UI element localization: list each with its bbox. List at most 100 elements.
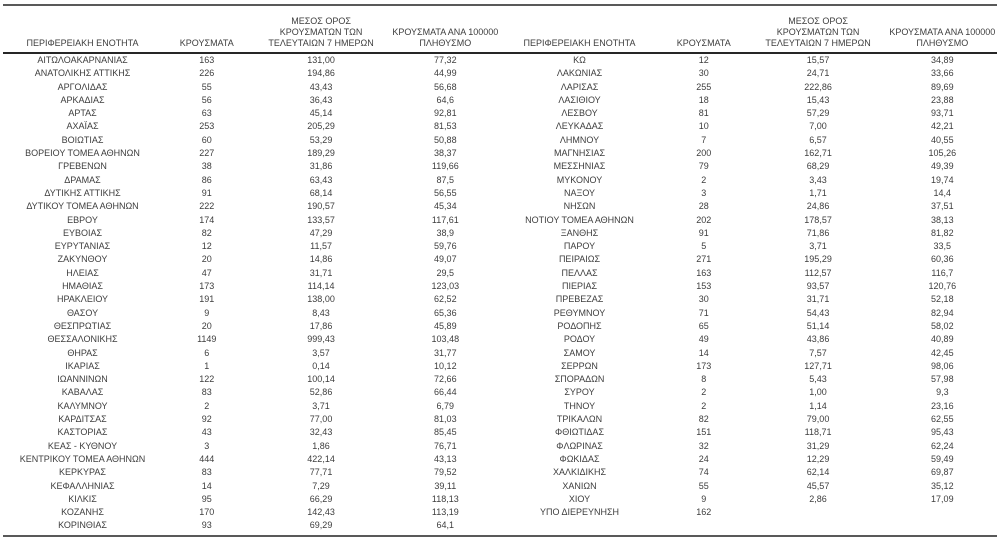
avg7-cases-cell: 57,29 xyxy=(806,108,830,119)
avg7-cases-cell: 194,86 xyxy=(307,68,335,79)
per100k-cell: 85,45 xyxy=(434,427,457,438)
cases-count-cell: 56 xyxy=(201,94,212,105)
cases-count-cell: 227 xyxy=(199,148,215,159)
cases-count-cell: 60 xyxy=(201,134,212,145)
cases-count-cell: 9 xyxy=(204,307,210,318)
region-name-cell: ΔΡΑΜΑΣ xyxy=(64,174,101,185)
per100k-cell: 44,99 xyxy=(434,68,457,79)
region-name-cell: ΒΟΡΕΙΟΥ ΤΟΜΕΑ ΑΘΗΝΩΝ xyxy=(25,148,140,159)
avg7-cases-cell: 3,57 xyxy=(312,347,330,358)
region-name-cell: ΜΑΓΝΗΣΙΑΣ xyxy=(553,148,606,159)
cases-count-cell: 173 xyxy=(696,360,712,371)
region-name-cell: ΑΧΑΪΑΣ xyxy=(66,121,99,132)
table-row: ΛΕΥΚΑΔΑΣ 10 7,00 42,21 xyxy=(500,120,997,133)
per100k-cell: 81,03 xyxy=(434,414,457,425)
cases-count-cell: 32 xyxy=(698,440,709,451)
region-name-cell: ΝΗΣΩΝ xyxy=(563,201,596,212)
per100k-cell: 38,9 xyxy=(436,227,455,238)
cases-count-cell: 83 xyxy=(201,467,212,478)
region-name-cell: ΘΕΣΠΡΩΤΙΑΣ xyxy=(53,320,112,331)
per100k-cell: 38,13 xyxy=(931,214,954,225)
per100k-cell: 116,7 xyxy=(931,267,954,278)
cases-count-cell: 226 xyxy=(199,68,215,79)
avg7-cases-cell: 0,14 xyxy=(312,360,330,371)
avg7-cases-cell: 1,14 xyxy=(809,400,827,411)
table-row: ΕΥΡΥΤΑΝΙΑΣ 12 11,57 59,76 xyxy=(3,240,500,253)
table-row: ΕΥΒΟΙΑΣ 82 47,29 38,9 xyxy=(3,227,500,240)
region-name-cell: ΒΟΙΩΤΙΑΣ xyxy=(61,134,104,145)
region-name-cell: ΗΡΑΚΛΕΙΟΥ xyxy=(56,294,109,305)
cases-count-cell: 93 xyxy=(201,520,212,531)
table-row: ΦΩΚΙΔΑΣ 24 12,29 59,49 xyxy=(500,453,997,466)
region-name-cell: ΛΑΡΙΣΑΣ xyxy=(560,81,599,92)
per100k-cell: 56,68 xyxy=(434,81,457,92)
per100k-cell: 69,87 xyxy=(931,467,954,478)
avg7-cases-cell: 36,43 xyxy=(309,94,333,105)
avg7-cases-cell: 6,57 xyxy=(809,134,827,145)
table-row: ΛΑΡΙΣΑΣ 255 222,86 89,69 xyxy=(500,81,997,94)
cases-count-cell: 49 xyxy=(698,334,709,345)
cases-count-cell: 55 xyxy=(201,81,212,92)
per100k-cell: 81,53 xyxy=(434,121,457,132)
region-name-cell: ΧΙΟΥ xyxy=(568,493,591,504)
avg7-cases-cell: 7,57 xyxy=(809,347,827,358)
per100k-cell: 95,43 xyxy=(931,427,954,438)
region-name-cell: ΑΙΤΩΛΟΑΚΑΡΝΑΝΙΑΣ xyxy=(37,55,128,65)
avg7-cases-cell: 62,14 xyxy=(806,467,830,478)
region-name-cell: ΖΑΚΥΝΘΟΥ xyxy=(57,254,108,265)
region-name-cell: ΠΙΕΡΙΑΣ xyxy=(561,281,598,292)
cases-count-cell: 173 xyxy=(199,281,215,292)
table-row: ΧΙΟΥ 9 2,86 17,09 xyxy=(500,493,997,506)
cases-count-cell: 20 xyxy=(201,320,212,331)
region-name-cell: ΛΕΣΒΟΥ xyxy=(561,108,598,119)
table-row: ΧΑΝΙΩΝ 55 45,57 35,12 xyxy=(500,480,997,493)
cases-count-cell: 14 xyxy=(201,480,212,491)
table-row: ΛΑΣΙΘΙΟΥ 18 15,43 23,88 xyxy=(500,94,997,107)
region-name-cell: ΔΥΤΙΚΗΣ ΑΤΤΙΚΗΣ xyxy=(44,187,121,198)
cases-count-cell: 163 xyxy=(696,267,712,278)
avg7-cases-cell: 7,00 xyxy=(809,121,827,132)
avg7-cases-cell: 71,86 xyxy=(806,227,830,238)
avg7-cases-cell: 17,86 xyxy=(309,320,333,331)
table-row: ΚΑΛΥΜΝΟΥ 2 3,71 6,79 xyxy=(3,400,500,413)
cases-count-cell: 71 xyxy=(698,307,709,318)
avg7-cases-cell: 66,29 xyxy=(309,493,333,504)
table-row: ΚΟΡΙΝΘΙΑΣ 93 69,29 64,1 xyxy=(3,519,500,532)
table-row: ΓΡΕΒΕΝΩΝ 38 31,86 119,66 xyxy=(3,160,500,173)
cases-count-cell: 83 xyxy=(201,387,212,398)
per100k-cell: 62,52 xyxy=(434,294,457,305)
table-row: ΙΚΑΡΙΑΣ 1 0,14 10,12 xyxy=(3,360,500,373)
avg7-cases-cell: 5,43 xyxy=(809,374,827,385)
column-header-cases: ΚΡΟΥΣΜΑΤΑ xyxy=(659,6,749,54)
per100k-cell: 81,82 xyxy=(931,227,954,238)
avg7-cases-cell: 93,57 xyxy=(806,281,830,292)
table-row: ΠΕΛΛΑΣ 163 112,57 116,7 xyxy=(500,267,997,280)
table-row: ΤΗΝΟΥ 2 1,14 23,16 xyxy=(500,400,997,413)
region-name-cell: ΠΕΛΛΑΣ xyxy=(561,267,598,278)
cases-table-right: ΠΕΡΙΦΕΡΕΙΑΚΗ ΕΝΟΤΗΤΑ ΚΡΟΥΣΜΑΤΑ ΜΕΣΟΣ ΟΡΟ… xyxy=(500,6,997,519)
cases-count-cell: 6 xyxy=(204,347,210,358)
per100k-cell: 45,34 xyxy=(434,201,457,212)
cases-count-cell: 174 xyxy=(199,214,215,225)
cases-count-cell: 200 xyxy=(696,148,712,159)
table-row: ΦΘΙΩΤΙΔΑΣ 151 118,71 95,43 xyxy=(500,426,997,439)
table-row: ΑΡΚΑΔΙΑΣ 56 36,43 64,6 xyxy=(3,94,500,107)
table-row: ΖΑΚΥΝΘΟΥ 20 14,86 49,07 xyxy=(3,253,500,266)
per100k-cell: 49,39 xyxy=(931,161,954,172)
avg7-cases-cell: 31,71 xyxy=(806,294,830,305)
region-name-cell: ΙΩΑΝΝΙΝΩΝ xyxy=(57,374,108,385)
column-header-per100k: ΚΡΟΥΣΜΑΤΑ ΑΝΑ 100000 ΠΛΗΘΥΣΜΟ xyxy=(887,6,997,54)
per100k-cell: 9,3 xyxy=(936,387,949,398)
per100k-cell: 64,6 xyxy=(436,94,455,105)
table-row: ΞΑΝΘΗΣ 91 71,86 81,82 xyxy=(500,227,997,240)
cases-count-cell: 30 xyxy=(698,294,709,305)
avg7-cases-cell: 1,00 xyxy=(809,387,827,398)
region-name-cell: ΓΡΕΒΕΝΩΝ xyxy=(58,161,107,172)
region-name-cell: ΤΡΙΚΑΛΩΝ xyxy=(556,414,603,425)
avg7-cases-cell: 127,71 xyxy=(804,360,832,371)
per100k-cell: 23,16 xyxy=(931,400,954,411)
cases-count-cell: 2 xyxy=(204,400,210,411)
avg7-cases-cell: 2,86 xyxy=(809,493,827,504)
region-name-cell: ΚΟΡΙΝΘΙΑΣ xyxy=(58,520,107,531)
per100k-cell: 49,07 xyxy=(434,254,457,265)
